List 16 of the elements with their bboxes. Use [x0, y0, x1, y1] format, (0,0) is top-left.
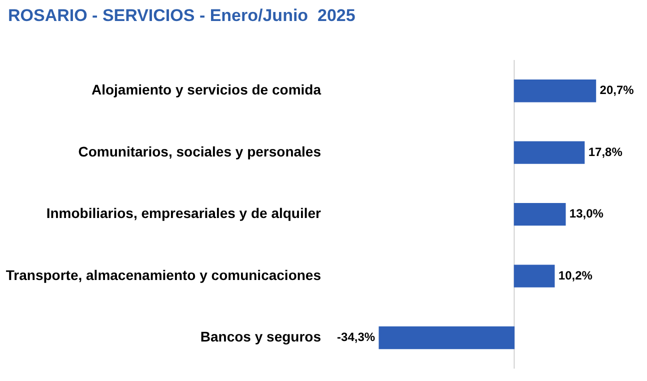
bar: [514, 264, 555, 288]
data-label: 17,8%: [588, 144, 623, 159]
text: ROSARIO - SERVICIOS - Enero/Junio 2025: [7, 5, 356, 27]
bar: [378, 326, 515, 350]
data-label: -34,3%: [337, 330, 376, 344]
data-label: 10,2%: [558, 268, 593, 282]
y-tick-label: Comunitarios, sociales y personales: [78, 143, 322, 160]
bar: [514, 141, 585, 164]
data-label: 20,7%: [600, 83, 634, 98]
y-tick-label: Alojamiento y servicios de comida: [91, 82, 322, 98]
y-tick-label: Transporte, almacenamiento y comunicaciones: [6, 266, 322, 283]
bar: [514, 80, 596, 102]
y-tick-label: Inmobiliarios, empresariales y de alquiler: [46, 205, 322, 222]
y-tick-label: Bancos y seguros: [200, 328, 322, 345]
data-label: 13,0%: [569, 206, 604, 221]
bar: [514, 202, 566, 226]
